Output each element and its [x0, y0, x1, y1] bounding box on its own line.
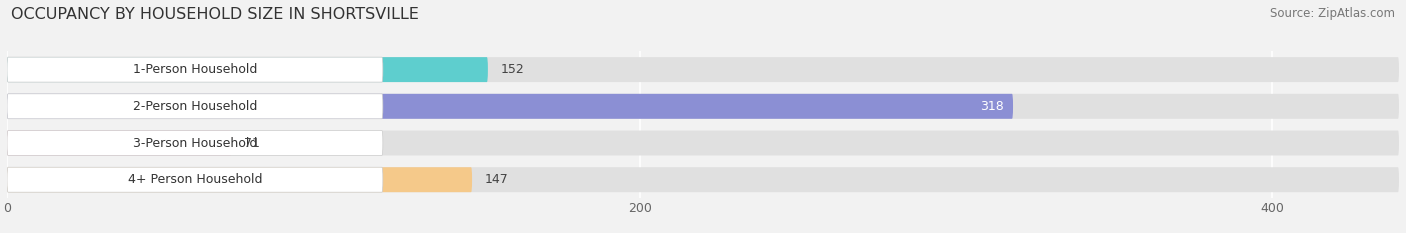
- FancyBboxPatch shape: [7, 167, 382, 192]
- Text: Source: ZipAtlas.com: Source: ZipAtlas.com: [1270, 7, 1395, 20]
- Text: 1-Person Household: 1-Person Household: [132, 63, 257, 76]
- FancyBboxPatch shape: [7, 94, 382, 119]
- FancyBboxPatch shape: [7, 167, 1399, 192]
- FancyBboxPatch shape: [7, 57, 382, 82]
- Text: 152: 152: [501, 63, 524, 76]
- FancyBboxPatch shape: [7, 167, 472, 192]
- Text: 147: 147: [485, 173, 509, 186]
- FancyBboxPatch shape: [7, 130, 232, 155]
- FancyBboxPatch shape: [7, 130, 1399, 155]
- FancyBboxPatch shape: [7, 94, 1399, 119]
- Text: OCCUPANCY BY HOUSEHOLD SIZE IN SHORTSVILLE: OCCUPANCY BY HOUSEHOLD SIZE IN SHORTSVIL…: [11, 7, 419, 22]
- Text: 71: 71: [245, 137, 260, 150]
- Text: 4+ Person Household: 4+ Person Household: [128, 173, 262, 186]
- FancyBboxPatch shape: [7, 57, 488, 82]
- FancyBboxPatch shape: [7, 94, 1012, 119]
- Text: 3-Person Household: 3-Person Household: [132, 137, 257, 150]
- Text: 2-Person Household: 2-Person Household: [132, 100, 257, 113]
- Text: 318: 318: [980, 100, 1004, 113]
- FancyBboxPatch shape: [7, 57, 1399, 82]
- FancyBboxPatch shape: [7, 130, 382, 155]
